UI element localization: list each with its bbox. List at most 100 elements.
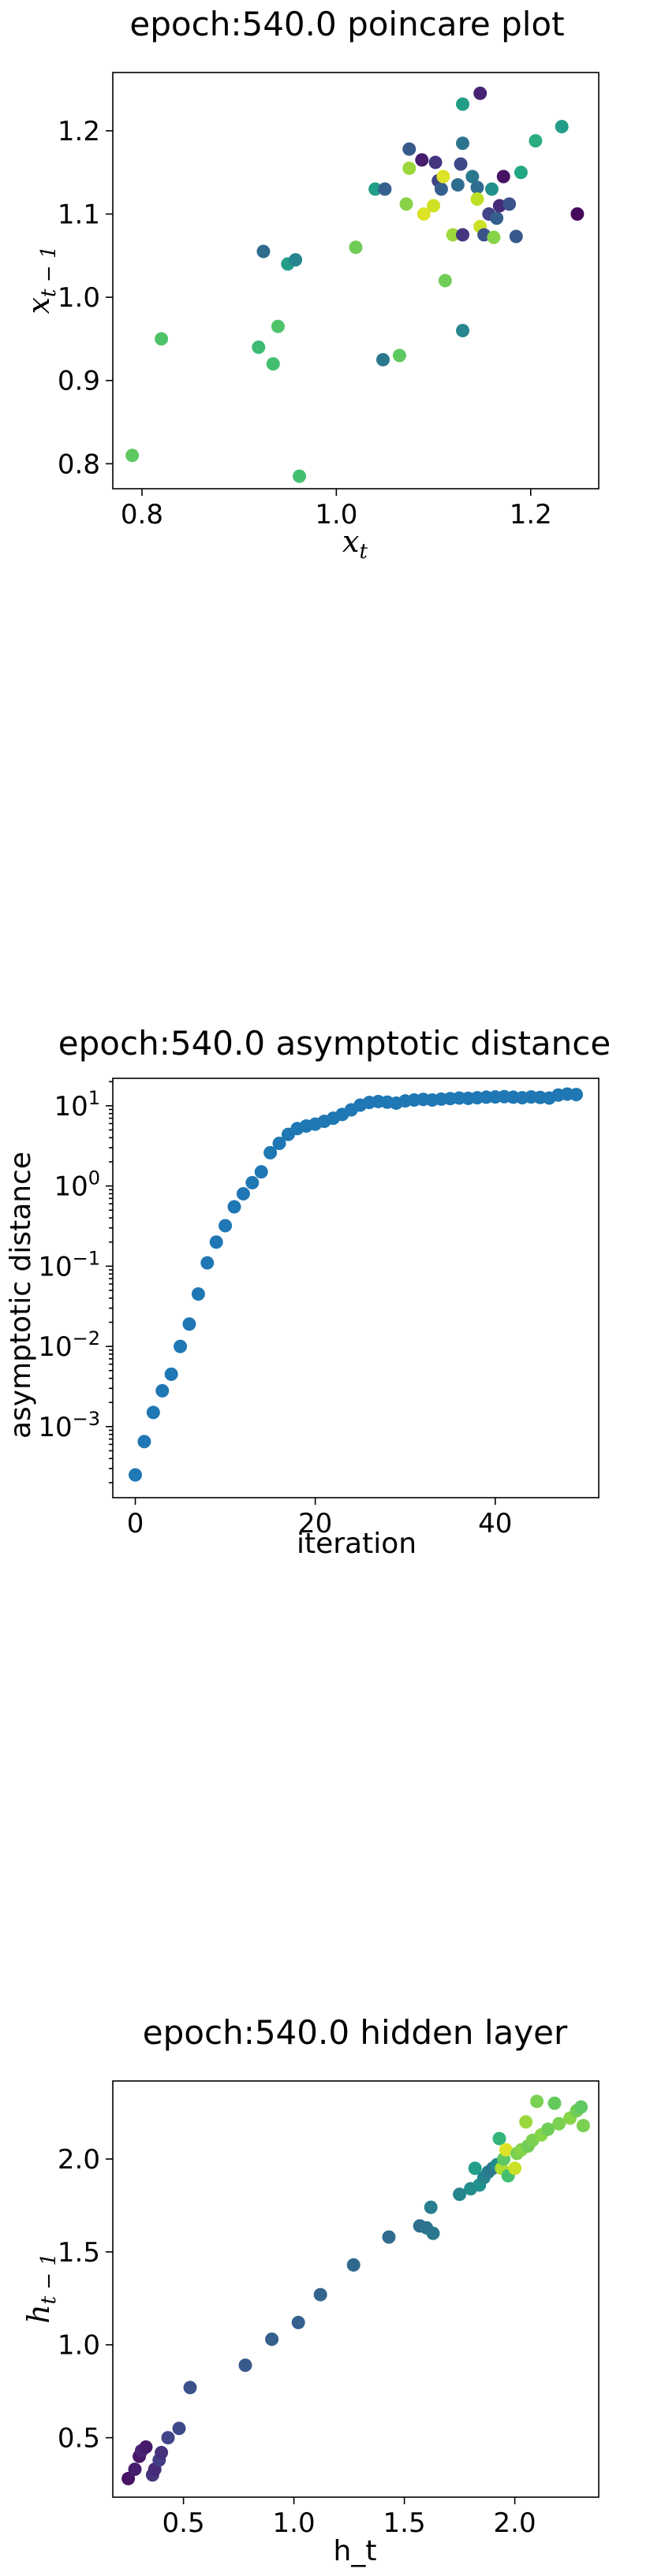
y-tick-label: 0.9 [58,366,100,397]
data-point [164,1367,178,1381]
axis-ticks: 0.8 1.0 1.2 0.8 0.9 1.0 1.1 1.2 [58,116,552,530]
data-point [256,244,271,259]
data-point [236,1186,250,1201]
data-point [155,1383,170,1398]
data-point [569,1088,583,1102]
y-tick-label: 1.2 [58,116,100,147]
x-tick-label: 0.8 [121,499,163,530]
data-point [576,2119,590,2133]
data-point [402,161,417,175]
data-point [450,178,465,192]
data-point [468,2161,482,2176]
data-point [254,1165,268,1179]
x-tick-label: 1.0 [273,2507,316,2539]
data-point [519,2115,533,2129]
data-point [473,86,488,100]
data-point [436,169,450,184]
data-point [502,197,517,211]
data-point [446,228,460,242]
data-point [252,340,266,354]
data-point [541,2122,555,2136]
x-axis-label: iteration [297,1528,417,1560]
data-point [293,469,307,483]
data-point [183,2381,197,2395]
y-tick-label: 0.8 [58,449,100,480]
chart-title: epoch:540.0 asymptotic distance [58,1024,611,1063]
data-point [161,2431,175,2445]
data-point [438,274,452,288]
data-point [399,197,413,211]
y-tick-label: 1.0 [58,282,100,314]
scatter-points [125,86,585,483]
data-point [121,2471,136,2485]
hidden-layer-chart: epoch:540.0 hidden layer 0.5 1.0 1.5 2.00.5… [21,2013,600,2567]
data-point [174,1339,188,1353]
data-point [200,1256,215,1270]
data-point [434,182,448,196]
data-point [454,157,468,171]
data-point [382,2230,396,2244]
x-tick-label: 40 [478,1508,512,1539]
data-point [509,229,523,244]
data-point [125,449,140,463]
data-point [209,1235,223,1249]
data-point [508,2161,522,2176]
x-axis-label: xt [342,524,368,564]
data-point [182,1317,196,1331]
data-point [227,1200,241,1214]
data-point [574,2100,588,2114]
data-point [392,348,406,363]
y-tick-label: 1.5 [58,2237,100,2269]
y-tick-label: 101 [54,1087,100,1122]
y-tick-label: 0.5 [58,2423,100,2455]
x-tick-label: 1.0 [315,499,357,530]
x-tick-label: 0.5 [162,2507,205,2539]
data-point [238,2358,252,2373]
data-point [245,1175,260,1189]
chart-title: epoch:540.0 poincare plot [129,5,564,43]
poincare-plot-chart: epoch:540.0 poincare plot 0.8 1.0 1.2 0.8 0.… [21,5,600,564]
data-point [263,1145,278,1160]
x-tick-label: 20 [298,1508,332,1539]
data-point [313,2288,327,2302]
data-point [375,352,390,367]
plot-frame [112,1078,600,1498]
data-point [346,2258,360,2272]
data-point [129,1468,143,1482]
y-tick-label: 2.0 [58,2144,100,2176]
data-point [465,169,480,184]
data-point [427,199,441,213]
data-point [349,240,363,255]
data-point [456,97,470,111]
axis-ticks: 0.5 1.0 1.5 2.0 0.5 1.0 1.5 2.0 [58,2144,536,2539]
x-tick-label: 2.0 [494,2507,536,2539]
data-point [424,2200,438,2214]
scatter-points [129,1087,583,1482]
y-tick-label: 1.0 [58,2330,100,2362]
data-point [570,207,585,221]
data-point [529,134,543,148]
data-point [499,2142,513,2157]
data-point [470,192,484,207]
y-axis-label: asymptotic distance [5,1152,37,1439]
x-axis-label: h_t [334,2535,377,2567]
x-tick-label: 1.2 [510,499,552,530]
asymptotic-distance-chart: epoch:540.0 asymptotic distance 0 20 40 10−… [5,1024,611,1560]
data-point [137,1435,151,1449]
data-point [453,2187,467,2202]
y-tick-label: 10−2 [38,1327,100,1363]
y-tick-label: 10−3 [38,1408,100,1443]
y-tick-label: 100 [54,1167,100,1203]
x-tick-label: 1.5 [383,2507,426,2539]
data-point [128,2462,142,2477]
data-point [289,253,303,267]
data-point [496,169,510,184]
axis-ticks: 0 20 40 10−3 10−2 10−1 100 101 [38,1081,512,1539]
data-point [470,181,484,195]
scatter-points [121,2094,590,2485]
data-point [139,2440,153,2454]
data-point [456,136,470,151]
data-point [402,142,417,156]
data-point [266,357,280,371]
data-point [155,332,169,346]
